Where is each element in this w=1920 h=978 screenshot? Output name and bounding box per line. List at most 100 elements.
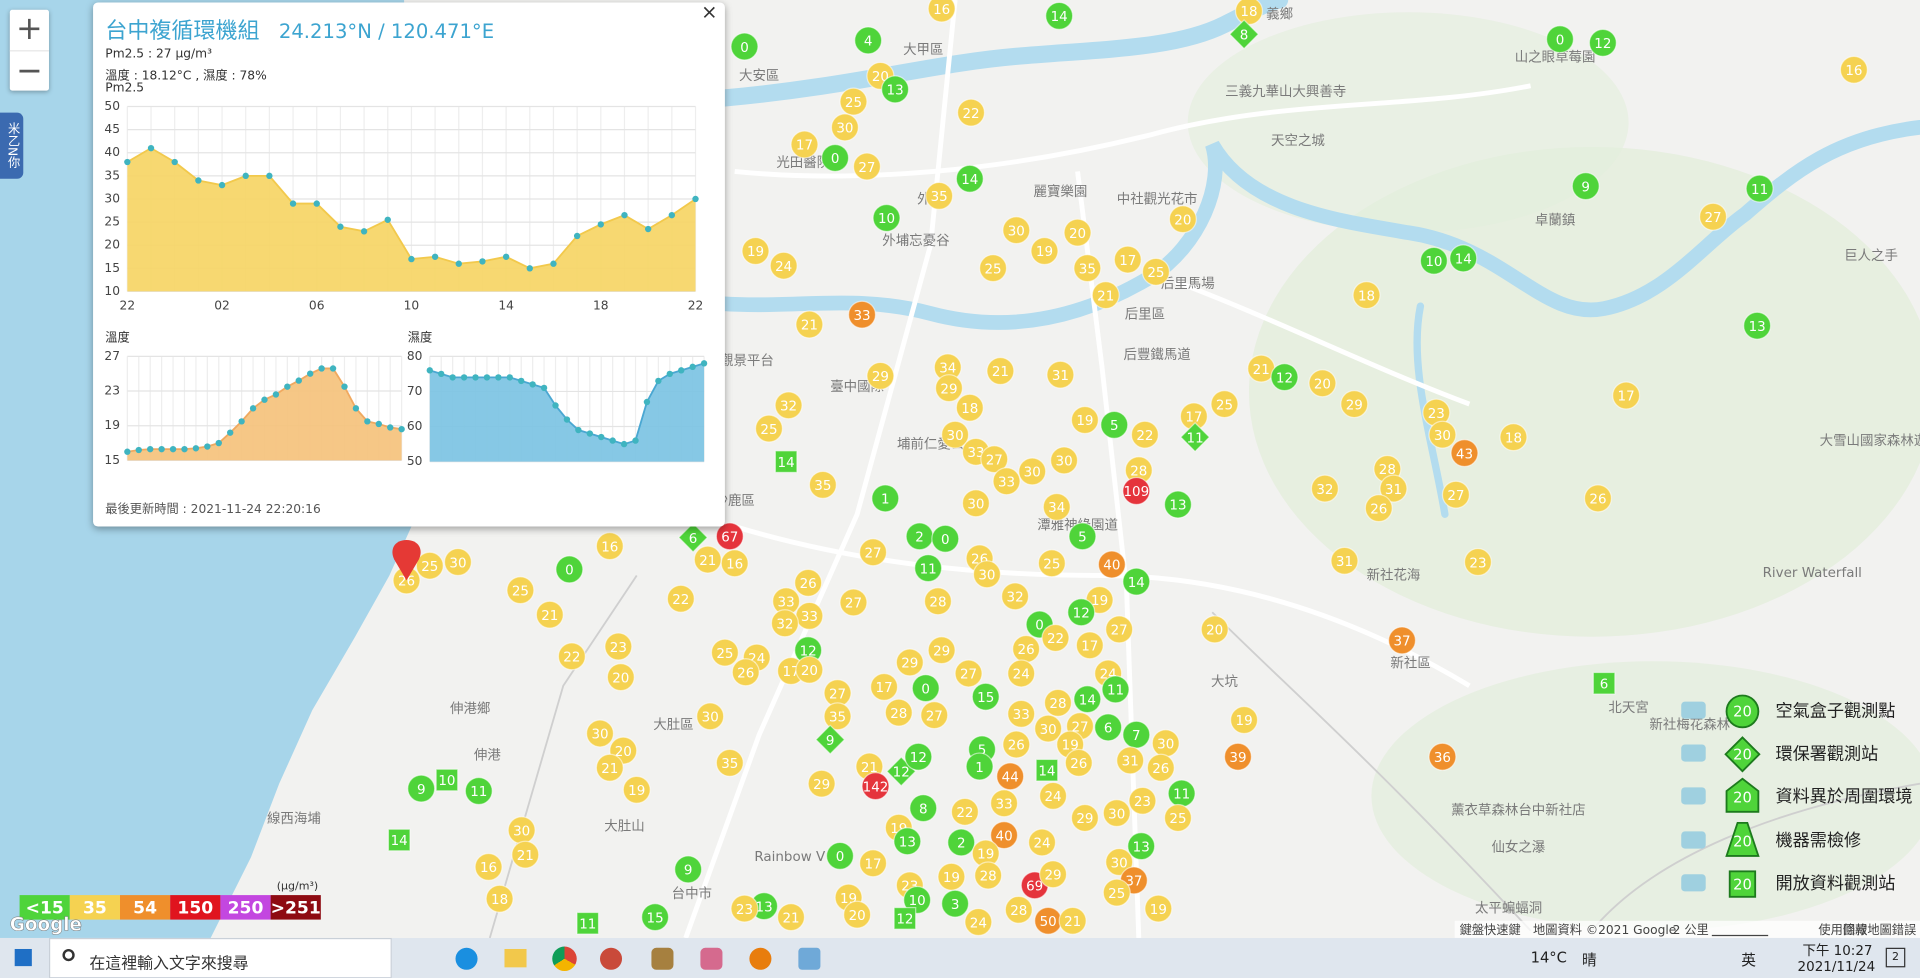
station-marker xyxy=(696,702,725,731)
app-icon[interactable] xyxy=(651,947,674,970)
station-value: 19 xyxy=(1091,594,1108,609)
app-icon[interactable] xyxy=(504,948,527,968)
station-value: 12 xyxy=(896,913,913,928)
app-icon[interactable] xyxy=(798,947,821,970)
point xyxy=(668,211,676,219)
station-value: 26 xyxy=(800,577,817,592)
rivers xyxy=(715,0,1920,518)
chart-title: 濕度 xyxy=(408,329,432,344)
station-value: 26 xyxy=(737,666,754,681)
place-label: 麗寶樂園 xyxy=(1034,183,1088,200)
app-icon[interactable] xyxy=(700,947,723,970)
point xyxy=(472,374,479,381)
place-label: 仙女之瀑 xyxy=(1491,838,1545,855)
station-marker xyxy=(1038,860,1068,889)
station-value: 12 xyxy=(893,766,910,781)
station-value: 17 xyxy=(796,139,813,154)
legend-marker xyxy=(1728,870,1757,898)
station-value: 21 xyxy=(861,761,878,776)
ime[interactable]: 英 xyxy=(1741,951,1756,969)
station-marker xyxy=(1004,895,1033,924)
station-value: 19 xyxy=(1036,245,1053,260)
station-value: 30 xyxy=(947,429,964,444)
app-icon[interactable] xyxy=(749,947,772,970)
y-tick-label: 10 xyxy=(104,284,120,298)
station-value: 5 xyxy=(1078,531,1087,546)
place-label: Rainbow V xyxy=(754,850,826,865)
station-marker xyxy=(1441,480,1471,509)
station-value: 26 xyxy=(1018,643,1035,658)
station-marker xyxy=(1094,713,1123,742)
y-tick-label: 19 xyxy=(104,418,120,432)
y-tick-label: 70 xyxy=(407,384,423,398)
station-marker xyxy=(1419,246,1448,275)
station-value: 33 xyxy=(1013,708,1030,723)
start-button[interactable] xyxy=(14,948,32,967)
station-value: 67 xyxy=(721,531,738,546)
station-value: 44 xyxy=(1002,771,1019,786)
station-value: 19 xyxy=(943,871,960,886)
station-marker xyxy=(1379,474,1408,503)
zoom-out[interactable]: − xyxy=(16,52,43,90)
point xyxy=(307,370,314,377)
station-marker xyxy=(821,143,850,173)
place-label: 觀景平台 xyxy=(720,353,774,369)
station-marker xyxy=(947,828,976,857)
station-marker xyxy=(955,393,984,422)
station-marker xyxy=(1050,446,1079,475)
station-marker xyxy=(1102,798,1131,828)
station-marker xyxy=(872,203,901,233)
station-value: 30 xyxy=(1056,455,1073,470)
clock-date[interactable]: 2021/11/24 xyxy=(1797,958,1876,975)
station-value: 5 xyxy=(1110,419,1119,434)
station-value: 30 xyxy=(978,569,995,584)
place-label: 后豐鐵馬道 xyxy=(1124,346,1191,363)
point xyxy=(644,225,652,233)
station-marker xyxy=(1007,699,1036,728)
weather-sky[interactable]: 晴 xyxy=(1582,951,1597,969)
station-value: 12 xyxy=(1073,606,1090,621)
station-marker xyxy=(1122,567,1151,596)
station-marker xyxy=(1073,685,1102,714)
station-marker xyxy=(1105,615,1134,644)
station-marker xyxy=(808,470,837,499)
station-value: 6 xyxy=(689,532,698,547)
app-icon[interactable] xyxy=(455,947,478,970)
app-icon[interactable] xyxy=(552,946,577,972)
station-value: 0 xyxy=(1035,619,1044,634)
point xyxy=(609,437,616,444)
point xyxy=(135,446,142,454)
point xyxy=(261,396,268,403)
station-value: 9 xyxy=(1581,180,1590,195)
x-tick-label: 22 xyxy=(688,299,704,313)
station-value: 28 xyxy=(1130,464,1147,479)
station-value: 19 xyxy=(1150,903,1167,918)
point xyxy=(124,158,131,166)
station-marker xyxy=(576,911,600,935)
station-value: 19 xyxy=(628,784,645,799)
station-marker xyxy=(1097,550,1126,579)
station-marker xyxy=(387,828,411,852)
clock-time[interactable]: 下午 10:27 xyxy=(1802,942,1873,959)
notification-badge[interactable]: 2 xyxy=(1885,947,1906,968)
close-button[interactable]: × xyxy=(701,0,718,24)
updated-time: 最後更新時間 : 2021-11-24 22:20:16 xyxy=(105,503,321,517)
station-value: 0 xyxy=(831,152,840,167)
station-marker xyxy=(1037,549,1066,578)
station-value: 33 xyxy=(998,475,1015,490)
station-value: 13 xyxy=(756,900,773,915)
zoom-in[interactable]: + xyxy=(9,10,49,52)
location-pin[interactable] xyxy=(392,540,421,581)
side-tab[interactable]: 米乙N你 xyxy=(0,112,24,179)
station-value: 35 xyxy=(1079,262,1096,277)
station-marker xyxy=(996,762,1025,791)
station-marker xyxy=(858,538,888,567)
station-marker xyxy=(1571,172,1600,201)
weather-temp[interactable]: 14°C xyxy=(1530,948,1567,967)
app-icon[interactable] xyxy=(600,947,623,970)
search-box[interactable]: 在這裡輸入文字來搜尋 xyxy=(48,937,392,978)
station-value: 20 xyxy=(1174,213,1191,228)
point xyxy=(266,172,273,180)
y-tick-label: 27 xyxy=(104,349,120,363)
station-marker xyxy=(866,361,895,391)
